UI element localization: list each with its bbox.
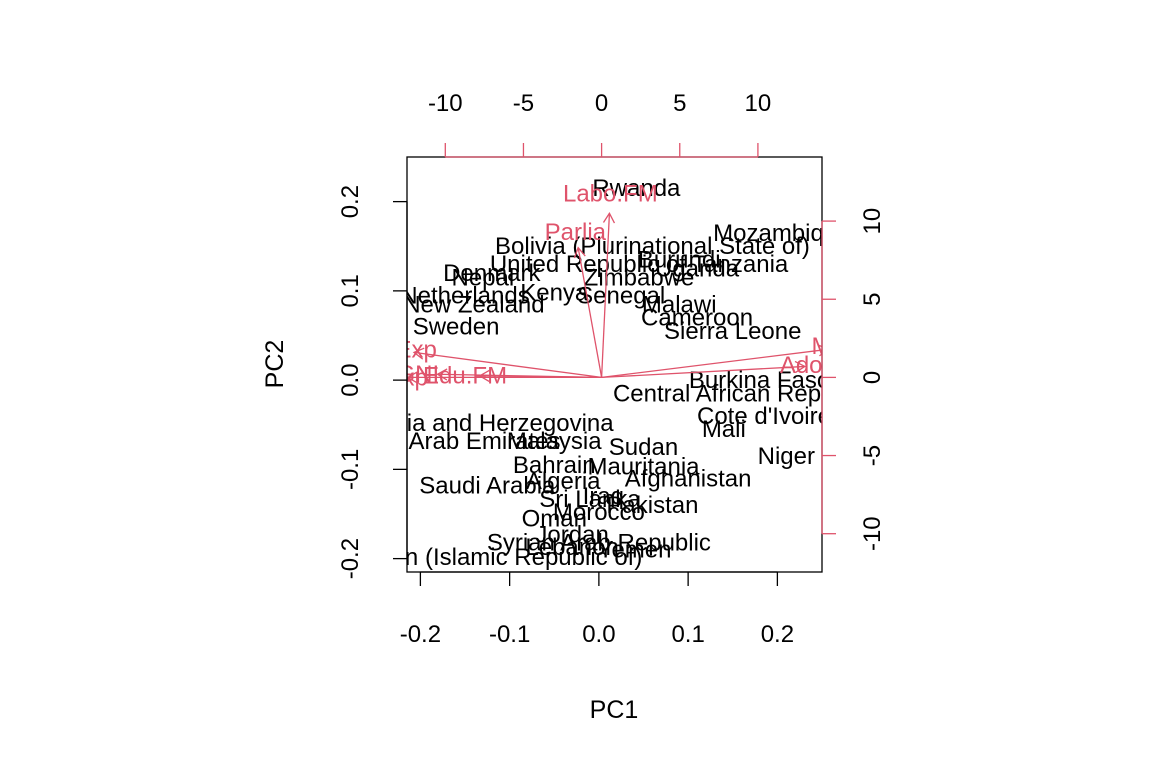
- y-tick-label: 0.0: [337, 363, 364, 396]
- right-tick-label: -10: [859, 516, 886, 551]
- observation-label: Malaysia: [507, 428, 602, 455]
- observation-label: Afghanistan: [625, 465, 752, 492]
- right-tick-label: 0: [859, 371, 886, 384]
- x-tick-label: 0.2: [761, 621, 794, 648]
- observation-label: Mali: [702, 416, 746, 443]
- loading-arrow: [601, 349, 822, 379]
- loading-arrow: [479, 375, 602, 379]
- arrow-head: [436, 368, 448, 381]
- x-axis-pc1: -0.2 -0.1 0.0 0.1 0.2: [400, 571, 794, 648]
- loading-arrow: [601, 365, 805, 379]
- loading-arrow: [577, 247, 603, 378]
- x-axis-title: PC1: [590, 696, 639, 724]
- observation-label: Iraq: [583, 483, 624, 510]
- observation-label: Central African Republic: [613, 381, 870, 408]
- y-axis-pc2: -0.2 -0.1 0.0 0.1 0.2: [337, 185, 408, 579]
- arrow-head: [602, 211, 616, 224]
- observation-label: Bahrain: [513, 452, 596, 479]
- observation-label: Burundi: [638, 247, 721, 274]
- loading-arrows: [407, 211, 822, 384]
- observation-label: Sweden: [413, 314, 500, 341]
- observation-label: Cameroon: [641, 305, 753, 332]
- observation-label: Yemen: [598, 537, 672, 564]
- right-tick-label: -5: [859, 445, 886, 466]
- x-tick-label: -0.1: [489, 621, 530, 648]
- observation-label: United Arab Emirates: [334, 428, 561, 455]
- variable-label: Ado.Birth: [780, 352, 879, 379]
- observation-label: Lebanon: [525, 534, 618, 561]
- x-tick-label: 0.1: [671, 621, 704, 648]
- top-tick-label: 0: [595, 90, 608, 117]
- observation-label: United Republic of Tanzania: [490, 251, 789, 278]
- observation-label: Sri Lanka: [539, 486, 641, 513]
- x-tick-label: 0.0: [582, 621, 615, 648]
- top-tick-label: -10: [428, 90, 463, 117]
- variable-label: Labo.FM: [563, 181, 658, 208]
- observation-label: Bosnia and Herzegovina: [352, 410, 614, 437]
- loading-arrow: [413, 351, 602, 379]
- y-tick-label: 0.2: [337, 185, 364, 218]
- observation-label: Malawi: [642, 291, 717, 318]
- arrow-head: [407, 371, 418, 384]
- observation-label: Denmark: [443, 260, 541, 287]
- observation-label: Nepal: [452, 264, 515, 291]
- variable-label: Parlia: [545, 219, 607, 246]
- variable-label: GNI: [396, 361, 439, 388]
- arrow-head: [412, 347, 425, 360]
- variable-label: Life.Exp: [341, 364, 428, 391]
- observation-label: Oman: [522, 505, 587, 532]
- observation-label: Cote d'Ivoire: [697, 403, 831, 430]
- y-tick-label: -0.1: [337, 449, 364, 490]
- arrow-head: [573, 246, 586, 259]
- observation-label: Mozambique: [713, 220, 850, 247]
- x-tick-label: -0.2: [400, 621, 441, 648]
- observation-label: Algeria: [526, 468, 601, 495]
- variable-label: Edu.Exp: [346, 336, 437, 363]
- arrow-head: [794, 360, 807, 374]
- top-tick-label: 10: [745, 90, 772, 117]
- right-tick-label: 10: [859, 208, 886, 235]
- observation-label: Sudan: [609, 434, 678, 461]
- observation-label: Niger: [758, 443, 815, 470]
- y-axis-title: PC2: [261, 340, 289, 389]
- observation-label: Morocco: [553, 499, 645, 526]
- observation-label: Bolivia (Plurinational State of): [495, 233, 810, 260]
- observation-label: Senegal: [577, 282, 665, 309]
- top-tick-label: -5: [513, 90, 534, 117]
- observation-label: Sierra Leone: [664, 318, 801, 345]
- observation-label: New Zealand: [403, 291, 544, 318]
- y-tick-label: -0.2: [337, 538, 364, 579]
- observation-label: Netherlands: [400, 282, 529, 309]
- observation-label: Rwanda: [592, 175, 681, 202]
- loading-arrow: [600, 213, 611, 378]
- observation-label: Jordan: [535, 522, 608, 549]
- top-axis-loadings: -10 -5 0 5 10: [428, 90, 772, 158]
- right-axis-loadings: -10 -5 0 5 10: [821, 208, 886, 551]
- variable-label: Mat.Mor: [811, 333, 899, 360]
- observation-label: Saudi Arabia: [419, 472, 556, 499]
- observation-label: Kenya: [520, 280, 589, 307]
- observation-label: Pakistan: [606, 492, 698, 519]
- observation-label: Syrian Arab Republic: [487, 530, 711, 557]
- arrow-head: [478, 369, 490, 383]
- observation-label: Mauritania: [587, 454, 700, 481]
- variable-label: Edu.FM: [423, 363, 507, 390]
- right-tick-label: 5: [859, 293, 886, 306]
- observation-label: Iran (Islamic Republic of): [377, 544, 642, 571]
- y-tick-label: 0.1: [337, 274, 364, 307]
- observation-label: Uganda: [655, 256, 740, 283]
- observation-label: Zimbabwe: [584, 264, 695, 291]
- top-tick-label: 5: [673, 90, 686, 117]
